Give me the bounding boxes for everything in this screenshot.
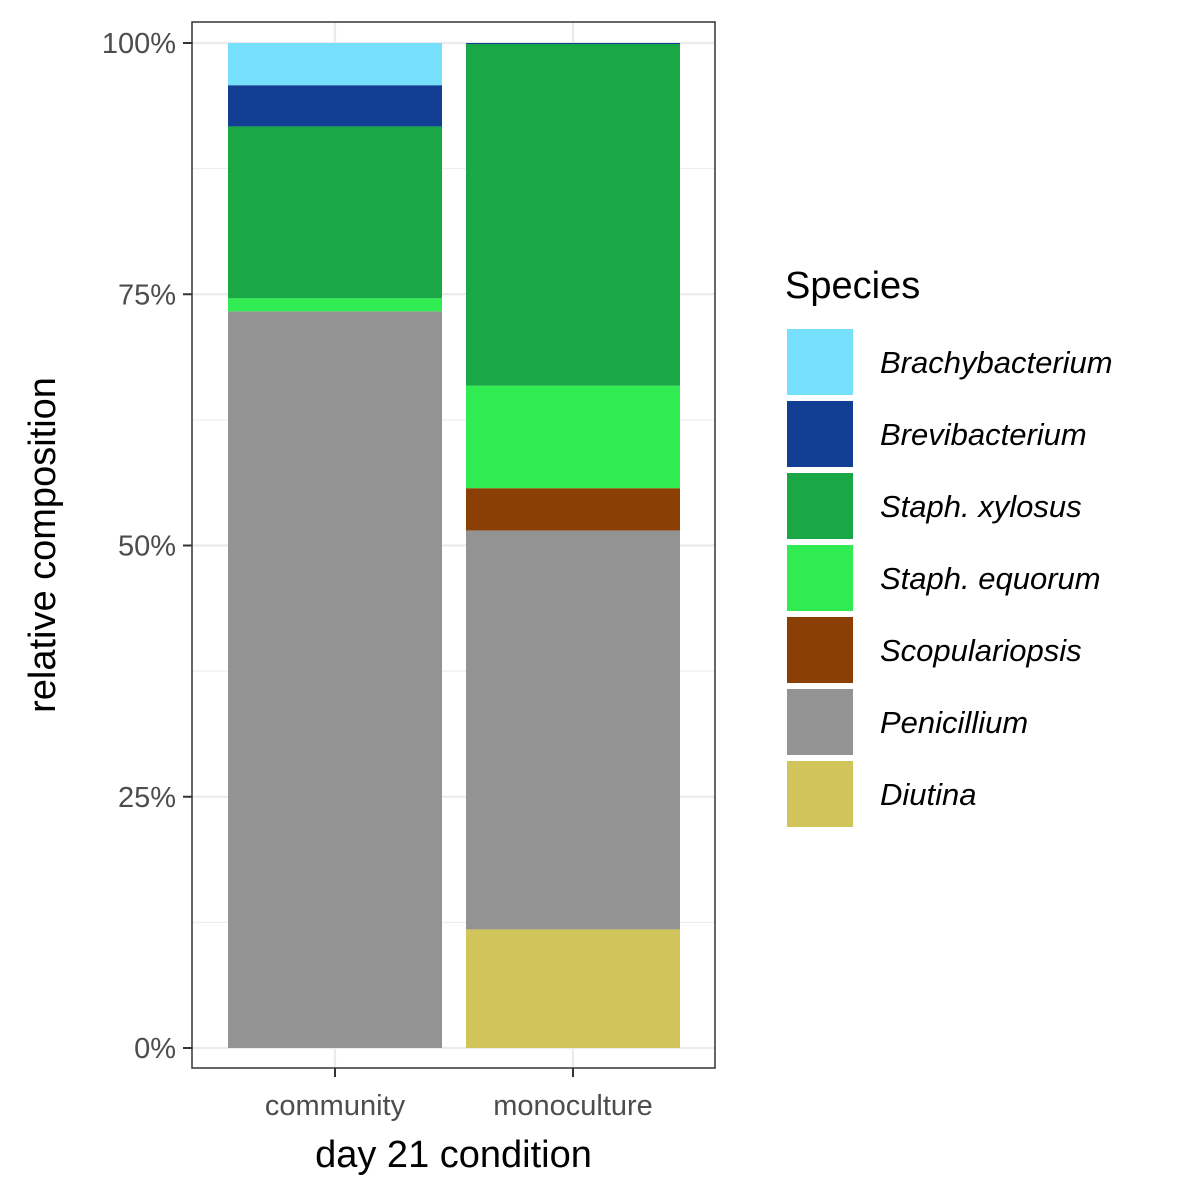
y-tick-label: 0% bbox=[134, 1033, 176, 1065]
bar-segment bbox=[466, 488, 680, 531]
bar-segment bbox=[228, 43, 442, 86]
y-tick-label: 25% bbox=[118, 782, 176, 814]
bar-segment bbox=[228, 126, 442, 299]
bar-segment bbox=[466, 44, 680, 386]
x-tick-label: community bbox=[265, 1090, 406, 1122]
legend-label: Staph. equorum bbox=[880, 561, 1101, 596]
legend-key bbox=[787, 545, 853, 611]
legend-label: Brachybacterium bbox=[880, 345, 1113, 380]
legend-label: Diutina bbox=[880, 777, 977, 812]
x-axis-title: day 21 condition bbox=[315, 1134, 592, 1176]
bar-segment bbox=[466, 385, 680, 489]
legend-key bbox=[787, 401, 853, 467]
legend-label: Scopulariopsis bbox=[880, 633, 1082, 668]
legend-label: Brevibacterium bbox=[880, 417, 1087, 452]
legend-title: Species bbox=[785, 265, 920, 307]
bar-segment bbox=[228, 311, 442, 1049]
bar-segment bbox=[466, 929, 680, 1048]
bars bbox=[228, 43, 680, 1049]
legend: Species Brachybacterium Brevibacterium Sta… bbox=[785, 265, 1113, 827]
bar-segment bbox=[466, 530, 680, 930]
y-axis-title: relative composition bbox=[22, 377, 64, 713]
bar-segment bbox=[466, 43, 680, 45]
y-tick-label: 50% bbox=[118, 531, 176, 563]
axes: 0% 25% 50% 75% 100% community monoculture bbox=[102, 28, 653, 1122]
y-tick-label: 75% bbox=[118, 279, 176, 311]
bar-segment bbox=[228, 85, 442, 127]
x-tick-label: monoculture bbox=[493, 1090, 653, 1122]
y-tick-label: 100% bbox=[102, 28, 176, 60]
legend-label: Staph. xylosus bbox=[880, 489, 1082, 524]
bar-segment bbox=[228, 298, 442, 312]
legend-key bbox=[787, 761, 853, 827]
legend-key bbox=[787, 689, 853, 755]
legend-key bbox=[787, 617, 853, 683]
legend-key bbox=[787, 329, 853, 395]
legend-key bbox=[787, 473, 853, 539]
legend-label: Penicillium bbox=[880, 705, 1028, 740]
